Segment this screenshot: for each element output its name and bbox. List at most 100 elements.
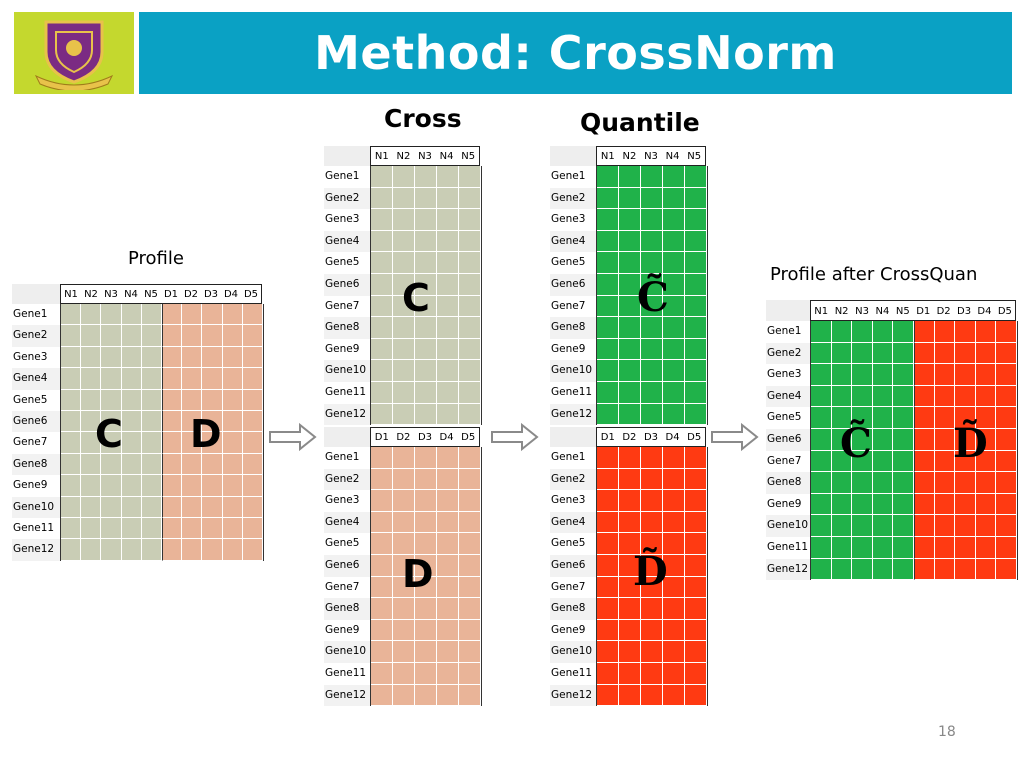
gene-label: Gene6 <box>324 273 370 296</box>
matrix-cell <box>81 368 102 390</box>
matrix-cell <box>852 472 873 494</box>
matrix-cell <box>81 346 102 369</box>
matrix-cell <box>459 166 481 188</box>
matrix-cell <box>459 447 481 469</box>
matrix-cell <box>619 381 641 404</box>
matrix-cell <box>934 450 956 473</box>
matrix-cell <box>685 447 707 469</box>
matrix-cell <box>913 321 935 343</box>
column-label: N5 <box>144 289 158 300</box>
matrix-cell <box>663 641 685 663</box>
matrix-cell <box>685 403 707 426</box>
matrix-cell <box>371 273 393 296</box>
matrix-cell <box>437 490 459 512</box>
header-corner <box>550 427 596 447</box>
gene-label: Gene3 <box>13 350 48 363</box>
matrix-cell <box>242 453 263 476</box>
gene-label: Gene9 <box>13 479 48 492</box>
matrix-cell <box>641 273 663 296</box>
matrix-cell <box>242 368 263 390</box>
matrix-cell <box>371 554 393 577</box>
matrix-cell <box>459 230 481 253</box>
matrix-cell <box>242 517 263 540</box>
matrix-cell <box>641 338 663 361</box>
matrix-cell <box>852 364 873 386</box>
column-label: D1 <box>374 432 389 443</box>
matrix-cell <box>685 598 707 620</box>
column-label: N3 <box>644 151 658 162</box>
matrix-cell <box>437 295 459 318</box>
gene-label: Gene3 <box>325 494 360 507</box>
matrix-cell <box>101 410 122 433</box>
matrix-cell <box>955 407 976 429</box>
column-label: D2 <box>622 432 637 443</box>
matrix-cell <box>81 432 102 454</box>
matrix-cell <box>663 598 685 620</box>
matrix-cell <box>222 453 243 476</box>
matrix-cell <box>663 533 685 555</box>
matrix-cell <box>371 187 393 210</box>
matrix-cell <box>81 410 102 433</box>
matrix-cell <box>872 364 894 386</box>
cross-caption: Cross <box>384 104 462 133</box>
matrix-cell <box>459 403 481 426</box>
matrix-cell <box>161 304 183 326</box>
matrix-cell <box>459 338 481 361</box>
matrix-cell <box>242 346 263 369</box>
column-label: N2 <box>396 151 411 162</box>
matrix-cell <box>161 325 183 347</box>
matrix-cell <box>685 554 707 577</box>
header-corner <box>550 146 596 166</box>
matrix-cell <box>222 496 243 518</box>
matrix-cell <box>641 554 663 577</box>
gene-label: Gene10 <box>324 360 370 382</box>
matrix-cell <box>685 338 707 361</box>
column-label: D5 <box>687 432 702 443</box>
matrix-cell <box>141 517 162 540</box>
gene-label: Gene6 <box>324 554 370 577</box>
matrix-cell <box>371 317 393 339</box>
cross-normal-matrix: N1 N2 N3 N4 N5 Gene1 Gene2 Gene3 Gene4 Gene5 Gene6… <box>324 146 482 426</box>
matrix-cell <box>663 209 685 231</box>
gene-label: Gene5 <box>551 256 586 269</box>
matrix-cell <box>61 453 82 476</box>
matrix-cell <box>872 450 894 473</box>
matrix-cell <box>641 662 663 685</box>
column-label: N1 <box>600 151 615 162</box>
matrix-cell <box>371 490 393 512</box>
matrix-cell <box>685 511 707 534</box>
matrix-cell <box>371 230 393 253</box>
quantile-disease-matrix: D1 D2 D3 D4 D5 Gene1 Gene2 Gene3 Gene4 Gene5 Gene6… <box>550 427 708 707</box>
matrix-cell <box>597 317 619 339</box>
matrix-cell <box>619 619 641 642</box>
matrix-cell <box>415 619 437 642</box>
matrix-cell <box>934 558 956 581</box>
matrix-cell <box>459 295 481 318</box>
gene-label: Gene3 <box>767 368 802 381</box>
matrix-cell <box>393 338 415 361</box>
matrix-cell <box>202 517 223 540</box>
matrix-cell <box>934 493 956 516</box>
matrix-cell <box>161 368 183 390</box>
matrix-cell <box>437 641 459 663</box>
column-header: N1 N2 N3 N4 N5 <box>596 146 706 166</box>
matrix-cell <box>415 598 437 620</box>
matrix-cell <box>415 230 437 253</box>
matrix-cell <box>996 428 1017 451</box>
matrix-cell <box>619 684 641 707</box>
gene-label: Gene8 <box>766 472 810 494</box>
matrix-cell <box>393 381 415 404</box>
matrix-cell <box>641 295 663 318</box>
matrix-cell <box>415 533 437 555</box>
matrix-cell <box>222 346 243 369</box>
matrix-cell <box>121 453 142 476</box>
row-labels: Gene1 Gene2 Gene3 Gene4 Gene5 Gene6 Gene7 Gene8… <box>550 166 596 426</box>
gene-label: Gene11 <box>325 385 367 398</box>
matrix-cell <box>913 342 935 365</box>
matrix-cell <box>222 410 243 433</box>
matrix-cell <box>415 252 437 274</box>
matrix-cell <box>996 515 1017 537</box>
matrix-cell <box>663 403 685 426</box>
matrix-cell <box>415 209 437 231</box>
matrix-cell <box>934 428 956 451</box>
